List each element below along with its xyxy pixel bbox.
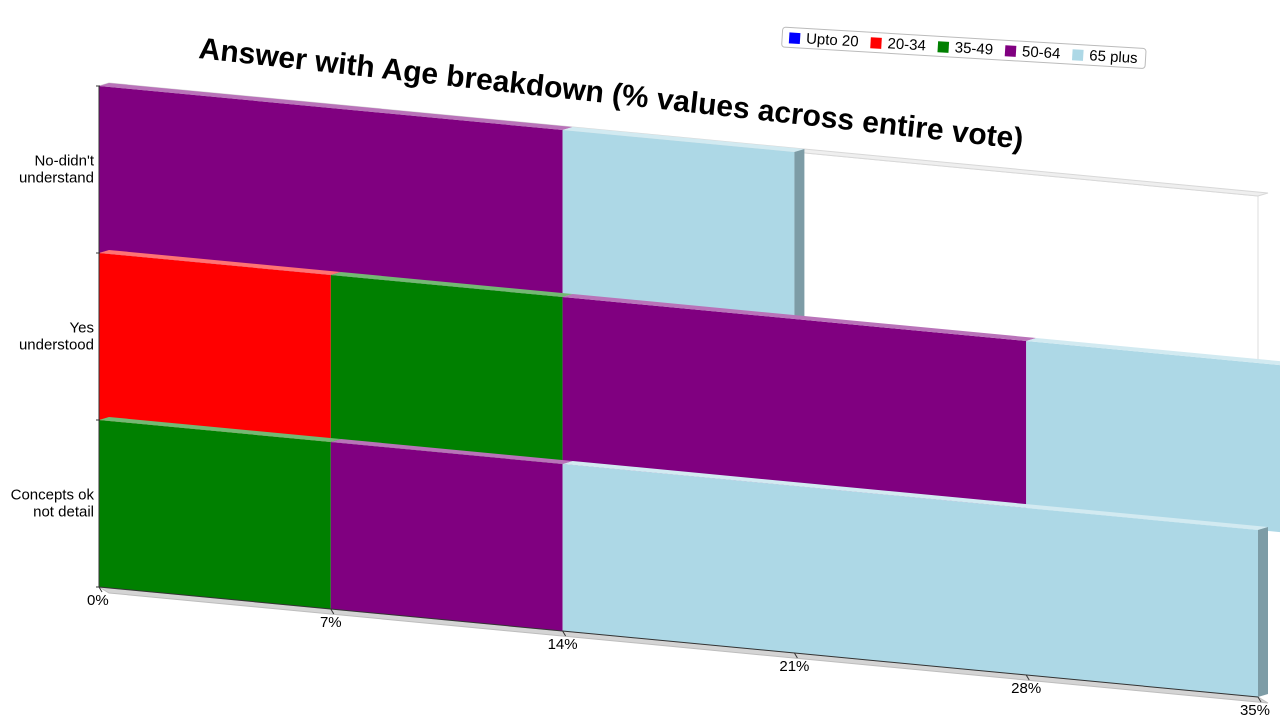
legend-swatch-35-49	[937, 41, 950, 53]
bar-concepts-ok-not-detail-50-64	[330, 442, 563, 631]
x-tick-label: 28%	[1011, 680, 1041, 697]
bar-top-yes-understood-50-64	[562, 294, 1037, 341]
legend-swatch-50-64	[1004, 45, 1017, 57]
x-tick-label: 0%	[87, 592, 109, 609]
x-tick-label: 35%	[1240, 702, 1270, 719]
y-tick-label: Concepts ok not detail	[11, 487, 95, 521]
chart-axes: No-didn't understand Yes understood Concepts…	[11, 85, 1270, 719]
bar-no-didn-t-understand-50-64	[99, 86, 563, 297]
bar-yes-understood-65-plus	[1026, 341, 1280, 533]
bar-side-no-didn-t-understand	[794, 149, 805, 319]
bar-yes-understood-50-64	[562, 297, 1027, 508]
y-tick-label: No-didn't understand	[19, 153, 95, 187]
bar-concepts-ok-not-detail-35-49	[99, 420, 331, 609]
legend-label-65-plus: 65 plus	[1089, 47, 1138, 67]
x-tick	[330, 608, 335, 615]
x-axis	[98, 586, 1259, 698]
bar-concepts-ok-not-detail-65-plus	[562, 464, 1258, 697]
bar-top-yes-understood-20-34	[99, 250, 341, 275]
bar-yes-understood-20-34	[99, 253, 331, 442]
x-tick-label: 7%	[320, 614, 342, 631]
bar-top-concepts-ok-not-detail-35-49	[99, 417, 341, 442]
legend-label-upto-20: Upto 20	[806, 30, 859, 50]
y-tick-label: Yes understood	[19, 320, 94, 354]
x-tick	[562, 630, 567, 637]
legend-label-35-49: 35-49	[954, 39, 993, 58]
x-tick	[98, 586, 103, 593]
legend-label-20-34: 20-34	[887, 35, 926, 54]
bar-top-yes-understood-35-49	[330, 272, 573, 297]
x-tick-label: 14%	[548, 636, 578, 653]
legend-swatch-65-plus	[1071, 49, 1084, 61]
bar-side-concepts-ok-not-detail	[1258, 527, 1268, 697]
legend-swatch-20-34	[870, 37, 882, 49]
x-tick-label: 21%	[779, 658, 809, 675]
chart-legend: Upto 20 20-34 35-49 50-64 65 plus	[781, 26, 1147, 69]
bar-top-concepts-ok-not-detail-50-64	[330, 439, 573, 464]
legend-swatch-upto-20	[788, 32, 801, 45]
x-tick	[1025, 674, 1030, 681]
bar-top-no-didn-t-understand-50-64	[99, 83, 573, 130]
bar-top-yes-understood-65-plus	[1026, 338, 1280, 366]
legend-label-50-64: 50-64	[1022, 43, 1061, 62]
x-tick	[1257, 696, 1262, 703]
bar-yes-understood-35-49	[330, 275, 563, 464]
x-tick	[793, 652, 798, 659]
chart-bars	[99, 83, 1280, 697]
bar-no-didn-t-understand-65-plus	[562, 130, 795, 319]
bar-top-no-didn-t-understand-65-plus	[562, 127, 805, 152]
bar-top-concepts-ok-not-detail-65-plus	[562, 461, 1268, 530]
